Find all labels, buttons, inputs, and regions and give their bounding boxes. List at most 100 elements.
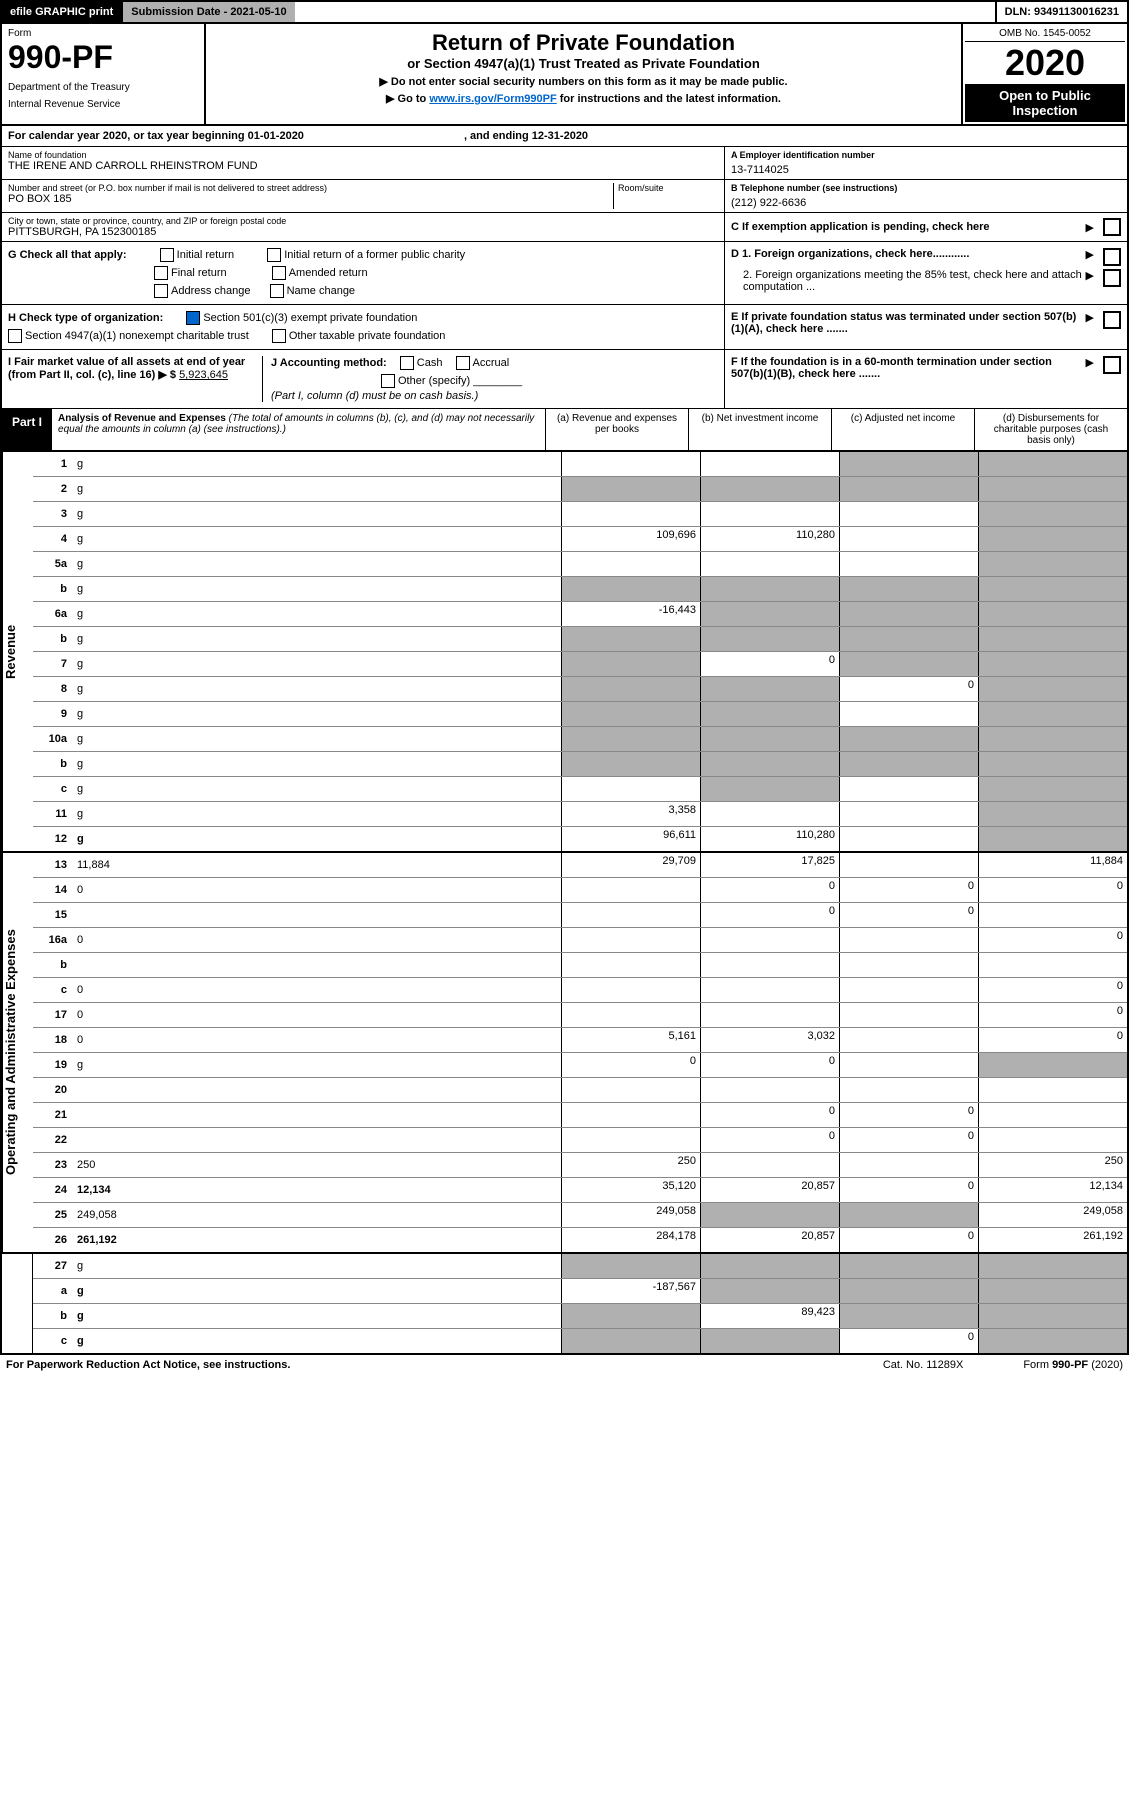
table-row: 8g0 bbox=[33, 677, 1127, 702]
e-checkbox[interactable] bbox=[1103, 311, 1121, 329]
line-number: 6a bbox=[33, 608, 73, 620]
part1-header: Part I Analysis of Revenue and Expenses … bbox=[0, 409, 1129, 452]
cell-b bbox=[700, 928, 839, 952]
cell-c: 0 bbox=[839, 878, 978, 902]
line-desc: g bbox=[73, 583, 561, 595]
table-row: 19g00 bbox=[33, 1053, 1127, 1078]
cell-a bbox=[561, 1128, 700, 1152]
line-desc: g bbox=[73, 683, 561, 695]
cb-other-acc[interactable] bbox=[381, 374, 395, 388]
cell-c bbox=[839, 702, 978, 726]
f-label: F If the foundation is in a 60-month ter… bbox=[731, 356, 1083, 380]
cell-c bbox=[839, 527, 978, 551]
cell-c: 0 bbox=[839, 1103, 978, 1127]
cb-other-tax[interactable] bbox=[272, 329, 286, 343]
cell-a: 109,696 bbox=[561, 527, 700, 551]
table-row: bg89,423 bbox=[33, 1304, 1127, 1329]
submission-date: Submission Date - 2021-05-10 bbox=[121, 2, 294, 22]
address-label: Number and street (or P.O. box number if… bbox=[8, 183, 613, 193]
cell-a bbox=[561, 652, 700, 676]
table-row: 5ag bbox=[33, 552, 1127, 577]
cell-b bbox=[700, 1078, 839, 1102]
cell-c bbox=[839, 727, 978, 751]
cell-b bbox=[700, 1329, 839, 1353]
phone-label: B Telephone number (see instructions) bbox=[731, 183, 1121, 193]
form-header: Form 990-PF Department of the Treasury I… bbox=[0, 24, 1129, 126]
cell-c bbox=[839, 1028, 978, 1052]
cb-4947[interactable] bbox=[8, 329, 22, 343]
cb-amended[interactable] bbox=[272, 266, 286, 280]
cell-c bbox=[839, 978, 978, 1002]
title-box: Return of Private Foundation or Section … bbox=[206, 24, 961, 124]
line-desc: g bbox=[73, 733, 561, 745]
address-phone-row: Number and street (or P.O. box number if… bbox=[0, 180, 1129, 213]
cb-cash[interactable] bbox=[400, 356, 414, 370]
d1-checkbox[interactable] bbox=[1103, 248, 1121, 266]
efile-print[interactable]: efile GRAPHIC print bbox=[2, 2, 121, 22]
cell-b: 0 bbox=[700, 1103, 839, 1127]
cell-a: 249,058 bbox=[561, 1203, 700, 1227]
cb-address[interactable] bbox=[154, 284, 168, 298]
cell-c bbox=[839, 1003, 978, 1027]
table-row: ag-187,567 bbox=[33, 1279, 1127, 1304]
cell-d: 0 bbox=[978, 1028, 1127, 1052]
line-desc: 249,058 bbox=[73, 1209, 561, 1221]
cell-d bbox=[978, 1078, 1127, 1102]
cell-a bbox=[561, 1103, 700, 1127]
irs-link[interactable]: www.irs.gov/Form990PF bbox=[429, 93, 556, 105]
cb-accrual[interactable] bbox=[456, 356, 470, 370]
cb-501c3[interactable] bbox=[186, 311, 200, 325]
i-j-f-row: I Fair market value of all assets at end… bbox=[0, 350, 1129, 409]
line-desc: g bbox=[73, 783, 561, 795]
line-desc: 12,134 bbox=[73, 1184, 561, 1196]
cell-a bbox=[561, 752, 700, 776]
cell-b: 0 bbox=[700, 878, 839, 902]
line-number: 27 bbox=[33, 1260, 73, 1272]
line-desc: 0 bbox=[73, 1034, 561, 1046]
cell-b bbox=[700, 452, 839, 476]
cell-d bbox=[978, 1304, 1127, 1328]
ein-value: 13-7114025 bbox=[731, 164, 1121, 176]
cell-d bbox=[978, 802, 1127, 826]
cb-final[interactable] bbox=[154, 266, 168, 280]
cell-a bbox=[561, 1304, 700, 1328]
cell-d bbox=[978, 1254, 1127, 1278]
table-row: 10ag bbox=[33, 727, 1127, 752]
cell-c bbox=[839, 953, 978, 977]
d2-checkbox[interactable] bbox=[1103, 269, 1121, 287]
cell-d: 0 bbox=[978, 978, 1127, 1002]
foundation-name: THE IRENE AND CARROLL RHEINSTROM FUND bbox=[8, 160, 718, 172]
c-checkbox[interactable] bbox=[1103, 218, 1121, 236]
line-desc: 0 bbox=[73, 984, 561, 996]
f-checkbox[interactable] bbox=[1103, 356, 1121, 374]
cell-c bbox=[839, 752, 978, 776]
cell-c bbox=[839, 602, 978, 626]
table-row: 2200 bbox=[33, 1128, 1127, 1153]
j-label: J Accounting method: bbox=[271, 357, 387, 369]
note-goto: ▶ Go to www.irs.gov/Form990PF for instru… bbox=[212, 92, 955, 105]
cell-c bbox=[839, 627, 978, 651]
address-value: PO BOX 185 bbox=[8, 193, 613, 205]
table-row: 140000 bbox=[33, 878, 1127, 903]
title-main: Return of Private Foundation bbox=[212, 30, 955, 56]
footer-left: For Paperwork Reduction Act Notice, see … bbox=[6, 1359, 290, 1371]
cell-b bbox=[700, 477, 839, 501]
cb-initial[interactable] bbox=[160, 248, 174, 262]
cell-a bbox=[561, 502, 700, 526]
cell-b bbox=[700, 777, 839, 801]
cell-d bbox=[978, 752, 1127, 776]
cell-c bbox=[839, 1304, 978, 1328]
cell-d bbox=[978, 477, 1127, 501]
line-number: 12 bbox=[33, 833, 73, 845]
form-id-box: Form 990-PF Department of the Treasury I… bbox=[2, 24, 206, 124]
cell-c bbox=[839, 652, 978, 676]
cell-b: 0 bbox=[700, 652, 839, 676]
cell-a bbox=[561, 1003, 700, 1027]
cb-initial-former[interactable] bbox=[267, 248, 281, 262]
cell-b bbox=[700, 627, 839, 651]
cb-name[interactable] bbox=[270, 284, 284, 298]
cell-c: 0 bbox=[839, 1178, 978, 1202]
cell-b: 0 bbox=[700, 1053, 839, 1077]
cell-d bbox=[978, 527, 1127, 551]
line-number: 1 bbox=[33, 458, 73, 470]
